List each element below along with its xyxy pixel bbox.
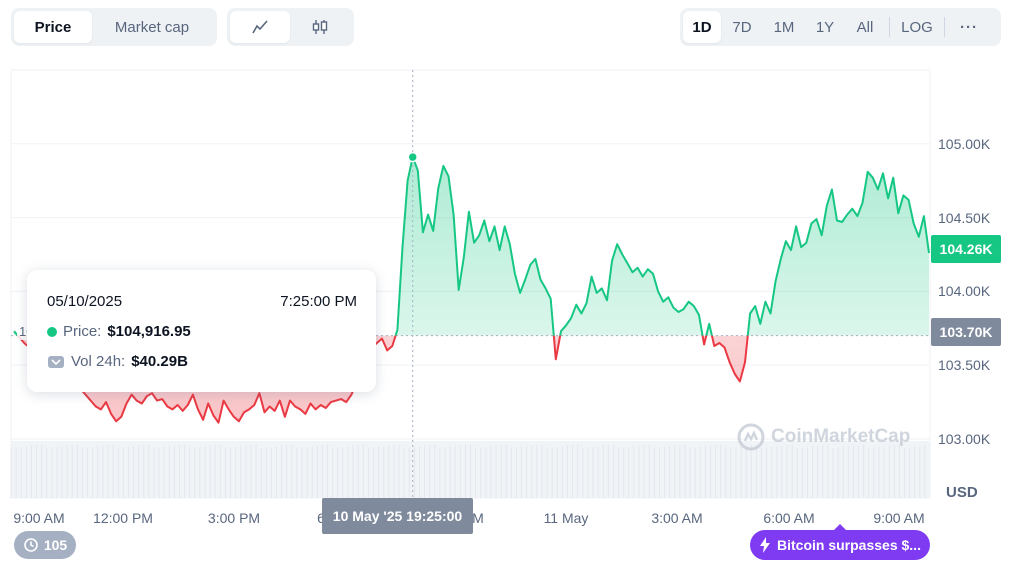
tooltip-time: 7:25:00 PM xyxy=(280,293,357,310)
news-count-button[interactable]: 105 xyxy=(14,531,76,559)
x-tick-label: 3:00 AM xyxy=(651,510,703,526)
watermark-text: CoinMarketCap xyxy=(771,426,911,447)
metric-toggle: Price Market cap xyxy=(11,8,217,46)
tooltip-volume-label: Vol 24h: xyxy=(71,353,126,370)
event-marker-arrow xyxy=(834,524,846,530)
chart-tooltip: 05/10/2025 7:25:00 PM Price: $104,916.95… xyxy=(27,270,376,392)
log-toggle[interactable]: LOG xyxy=(901,18,933,36)
news-count: 105 xyxy=(43,537,68,553)
current-price-tag: 104.26K xyxy=(931,235,1001,263)
currency-label: USD xyxy=(946,484,978,501)
range-1m[interactable]: 1M xyxy=(773,18,795,36)
y-tick-label: 105.00K xyxy=(938,135,991,152)
area-fill-up xyxy=(14,157,929,336)
hover-point xyxy=(407,151,418,163)
event-marker-button[interactable]: Bitcoin surpasses $... xyxy=(750,530,930,560)
coinmarketcap-watermark: CoinMarketCap xyxy=(737,423,910,451)
tab-market-cap[interactable]: Market cap xyxy=(114,18,190,36)
event-label: Bitcoin surpasses $... xyxy=(777,537,921,553)
range-divider xyxy=(889,17,890,37)
range-toggle: 1D 7D 1M 1Y All LOG ··· xyxy=(680,8,1001,46)
tab-price[interactable]: Price xyxy=(14,11,92,43)
hover-time-badge: 10 May '25 19:25:00 xyxy=(322,498,473,534)
price-dot-icon xyxy=(47,326,57,337)
x-tick-label: 9:00 AM xyxy=(13,510,65,526)
x-tick-label: 3:00 PM xyxy=(207,510,261,526)
tooltip-date: 05/10/2025 xyxy=(47,293,123,310)
x-tick-label: 6 xyxy=(317,510,325,526)
candlestick-button[interactable] xyxy=(290,11,350,43)
y-tick-label: 103.00K xyxy=(938,430,991,447)
more-button[interactable]: ··· xyxy=(949,11,989,43)
range-7d[interactable]: 7D xyxy=(732,18,752,36)
y-tick-label: 104.00K xyxy=(938,283,991,300)
tooltip-volume-value: $40.29B xyxy=(131,353,188,370)
range-divider-2 xyxy=(944,17,945,37)
history-icon xyxy=(24,538,38,552)
more-icon: ··· xyxy=(960,18,978,36)
tooltip-price-label: Price: xyxy=(63,323,102,340)
chart-style-toggle xyxy=(227,8,354,46)
x-tick-label: 11 May xyxy=(543,510,589,526)
line-chart-icon xyxy=(252,20,268,34)
x-tick-label: 6:00 AM xyxy=(763,510,815,526)
y-tick-label: 104.50K xyxy=(938,209,991,226)
volume-icon xyxy=(48,355,64,368)
tooltip-price-row: Price: $104,916.95 xyxy=(47,323,191,340)
candlestick-icon xyxy=(312,20,328,34)
x-tick-label: 9:00 AM xyxy=(873,510,925,526)
lightning-icon xyxy=(760,537,771,553)
coinmarketcap-logo-icon xyxy=(737,423,765,451)
line-chart-button[interactable] xyxy=(230,11,290,43)
tooltip-volume-row: Vol 24h: $40.29B xyxy=(47,353,188,370)
tooltip-price-value: $104,916.95 xyxy=(107,323,191,340)
range-1d[interactable]: 1D xyxy=(683,11,721,43)
x-tick-label: 12:00 PM xyxy=(93,510,153,526)
y-tick-label: 103.50K xyxy=(938,357,991,374)
baseline-price-tag: 103.70K xyxy=(931,318,1001,346)
x-tick-label: M xyxy=(472,510,484,526)
price-line-down xyxy=(16,335,749,424)
range-1y[interactable]: 1Y xyxy=(815,18,835,36)
range-all[interactable]: All xyxy=(856,18,874,36)
price-line-up xyxy=(13,156,930,336)
